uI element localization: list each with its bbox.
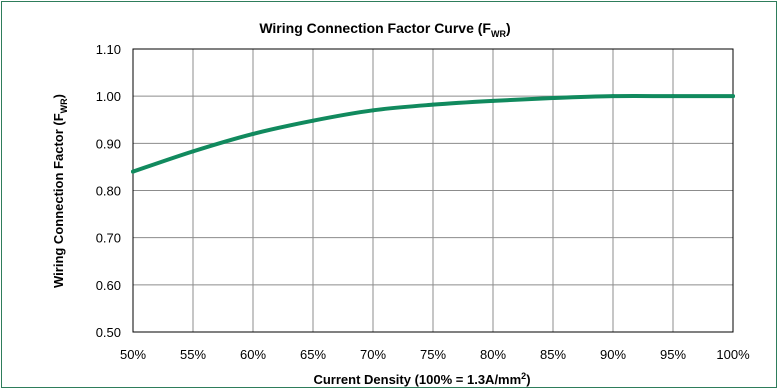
x-tick-label: 65% — [300, 347, 326, 362]
chart-title-subscript: WR — [491, 29, 506, 39]
data-point — [251, 131, 255, 136]
x-tick-label: 75% — [420, 347, 446, 362]
x-tick-label: 70% — [360, 347, 386, 362]
data-point — [671, 94, 675, 99]
x-tick-label: 90% — [600, 347, 626, 362]
y-tick-label: 1.10 — [96, 42, 121, 57]
y-tick-label: 1.00 — [96, 89, 121, 104]
grid-lines — [132, 48, 734, 333]
y-axis-label-end: ) — [51, 94, 66, 98]
y-tick-labels: 0.50 0.60 0.70 0.80 0.90 1.00 1.10 — [96, 42, 121, 340]
chart-title-end: ) — [506, 20, 511, 36]
x-tick-label: 55% — [180, 347, 206, 362]
plot-area-border — [132, 48, 734, 333]
y-tick-label: 0.70 — [96, 231, 121, 246]
data-point — [551, 96, 555, 101]
x-tick-label: 50% — [120, 347, 146, 362]
x-axis-label-superscript: 2 — [521, 371, 526, 381]
data-point — [731, 94, 735, 99]
x-tick-labels: 50% 55% 60% 65% 70% 75% 80% 85% 90% 95% 100% — [120, 347, 750, 362]
chart-title: Wiring Connection Factor Curve (FWR) — [259, 20, 510, 39]
x-tick-label: 60% — [240, 347, 266, 362]
data-point — [191, 149, 195, 154]
data-point — [311, 118, 315, 123]
y-axis-label: Wiring Connection Factor (FWR) — [51, 94, 69, 288]
x-axis-label: Current Density (100% = 1.3A/mm2) — [313, 371, 530, 387]
data-point — [611, 94, 615, 99]
y-tick-label: 0.60 — [96, 278, 121, 293]
data-point — [431, 102, 435, 107]
series-group — [131, 94, 735, 174]
data-point — [131, 169, 135, 174]
data-point — [371, 108, 375, 113]
x-tick-label: 85% — [540, 347, 566, 362]
x-tick-label: 80% — [480, 347, 506, 362]
y-axis-label-subscript: WR — [59, 98, 69, 113]
y-tick-label: 0.50 — [96, 325, 121, 340]
y-tick-label: 0.80 — [96, 184, 121, 199]
x-tick-label: 100% — [716, 347, 750, 362]
x-axis-label-end: ) — [526, 372, 530, 387]
x-tick-label: 95% — [660, 347, 686, 362]
y-tick-label: 0.90 — [96, 136, 121, 151]
data-point — [491, 98, 495, 103]
